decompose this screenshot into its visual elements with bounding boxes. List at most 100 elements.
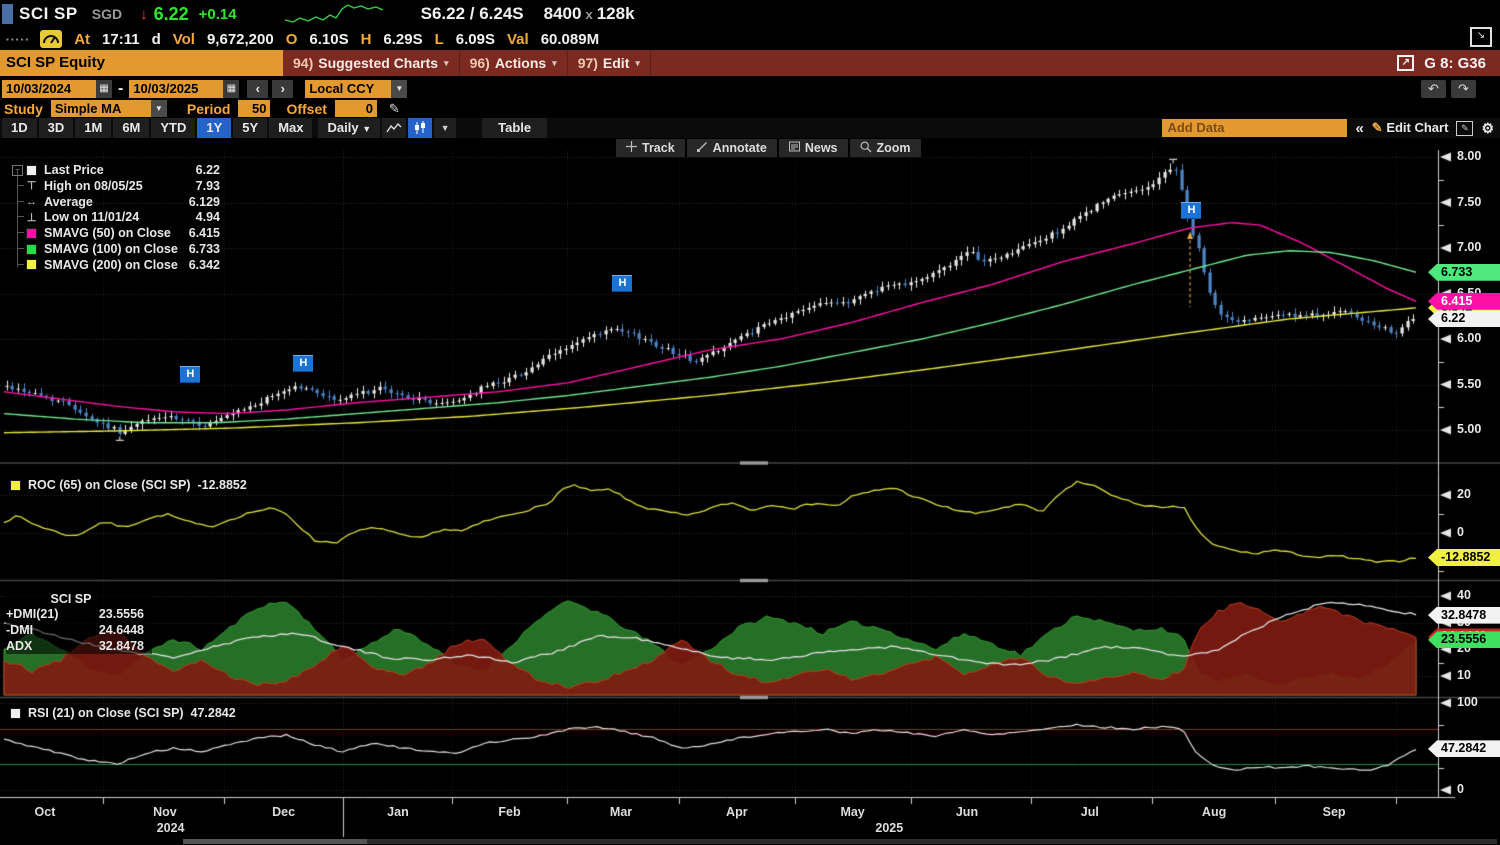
price-down-arrow-icon: ↓	[140, 5, 148, 23]
x-axis-month-may: May	[840, 805, 865, 819]
zoom-icon	[859, 140, 872, 156]
zoom-button[interactable]: Zoom	[849, 139, 921, 157]
green-square-swatch	[26, 243, 37, 255]
chevron-down-icon[interactable]: ▼	[391, 79, 408, 98]
line-chart-type-button[interactable]	[382, 118, 407, 138]
roc-axis-label-0: 0	[1457, 525, 1464, 539]
quote-time: 17:11	[102, 30, 140, 48]
x-axis-month-aug: Aug	[1201, 805, 1227, 819]
legend-row-smavg-50-on-close[interactable]: SMAVG (50) on Close 6.415	[26, 226, 220, 240]
legend-tree-stub	[17, 248, 24, 249]
legend-row-average[interactable]: ↔ Average 6.129	[26, 194, 220, 209]
screen-cursor-icon[interactable]: ↘	[1470, 27, 1492, 47]
collapse-panel-icon[interactable]: «	[1355, 119, 1364, 137]
open-label: O	[285, 30, 298, 48]
date-separator: -	[118, 79, 124, 97]
dmi-legend[interactable]: SCI SP +DMI(21) 23.5556 -DMI 24.6448 ADX 32.84…	[6, 592, 152, 654]
offset-input[interactable]: 0	[334, 100, 377, 117]
menu-suggested-charts[interactable]: 94) Suggested Charts ▾	[283, 50, 460, 76]
chevron-down-icon[interactable]: ▼	[150, 100, 167, 117]
table-button[interactable]: Table	[482, 118, 548, 138]
drag-dots-icon[interactable]: ▪▪▪▪▪	[6, 34, 31, 44]
range-tab-1y[interactable]: 1Y	[197, 118, 232, 138]
date-to-input[interactable]: 10/03/2025	[129, 79, 224, 98]
main-axis-label-7.50: 7.50	[1457, 194, 1482, 209]
range-tab-max[interactable]: Max	[269, 118, 313, 138]
edit-chart-button[interactable]: ✎ Edit Chart	[1371, 120, 1449, 135]
range-tab-ytd[interactable]: YTD	[151, 118, 196, 138]
val-value: 60.089M	[540, 30, 600, 48]
quote-size-right: 128k	[596, 4, 635, 23]
legend-collapse-box[interactable]: −	[12, 165, 23, 176]
news-event-marker[interactable]: H	[1181, 202, 1202, 220]
frequency-select[interactable]: Daily ▼	[318, 118, 381, 138]
next-period-button[interactable]: ›	[272, 79, 294, 98]
candle-chart-type-button[interactable]	[408, 118, 433, 138]
range-tab-6m[interactable]: 6M	[113, 118, 150, 138]
legend-row-smavg-200-on-close[interactable]: SMAVG (200) on Close 6.342	[26, 258, 220, 272]
open-value: 6.10S	[309, 30, 349, 48]
dmi-axis-badge-23.5556: 23.5556	[1428, 631, 1500, 649]
chart-toolbar: Track Annotate News Zoom	[616, 139, 921, 157]
edit-study-pencil-icon[interactable]: ✎	[388, 100, 400, 116]
x-axis-year-2024: 2024	[156, 821, 185, 835]
news-event-marker[interactable]: H	[612, 275, 633, 293]
legend-row-high-on-08-05-25[interactable]: ⊤ High on 08/05/25 7.93	[26, 178, 220, 193]
add-data-input[interactable]: Add Data	[1162, 119, 1348, 137]
calendar-icon[interactable]: ▦	[223, 79, 240, 98]
dmi-legend-row: +DMI(21) 23.5556	[6, 607, 144, 621]
ticker-color-square	[2, 4, 13, 24]
undo-button[interactable]: ↶	[1421, 79, 1446, 98]
offset-label: Offset	[286, 100, 327, 117]
prev-period-button[interactable]: ‹	[247, 79, 269, 98]
range-tab-5y[interactable]: 5Y	[233, 118, 268, 138]
annotate-button[interactable]: Annotate	[686, 139, 777, 157]
main-axis-label-6.00: 6.00	[1457, 331, 1482, 345]
gear-icon[interactable]: ⚙	[1481, 119, 1494, 136]
currency-select[interactable]: Local CCY	[305, 79, 392, 98]
legend-tree-stub	[17, 263, 24, 265]
legend-row-last-price[interactable]: Last Price 6.22	[26, 163, 220, 177]
export-icon[interactable]: ↗	[1397, 55, 1415, 71]
range-tab-1d[interactable]: 1D	[2, 118, 37, 138]
news-event-marker[interactable]: H	[180, 366, 201, 384]
chart-type-dropdown[interactable]: ▼	[434, 118, 457, 138]
session-flag: d	[151, 30, 161, 48]
page-indicator: ↗ G 8: G36	[1397, 50, 1500, 76]
rsi-legend[interactable]: RSI (21) on Close (SCI SP) 47.2842	[10, 706, 236, 720]
period-input[interactable]: 50	[238, 100, 271, 117]
average-marker-icon: ↔	[26, 195, 37, 208]
study-select[interactable]: Simple MA	[50, 100, 151, 117]
at-label: At	[74, 30, 91, 48]
menu-actions[interactable]: 96) Actions ▾	[460, 50, 568, 76]
quote-size-x: x	[585, 6, 593, 22]
x-axis-month-apr: Apr	[726, 805, 748, 819]
bottom-scrollbar-thumb[interactable]	[183, 839, 367, 844]
legend-tree-stub	[17, 232, 24, 234]
low-marker-icon: ⊥	[26, 211, 37, 224]
bid-ask-quote: S6.22 / 6.24S	[420, 4, 524, 23]
security-input[interactable]: SCI SP Equity	[0, 50, 283, 76]
legend-row-low-on-11-01-24[interactable]: ⊥ Low on 11/01/24 4.94	[26, 210, 220, 225]
roc-legend[interactable]: ROC (65) on Close (SCI SP) -12.8852	[10, 478, 247, 492]
menu-edit[interactable]: 97) Edit ▾	[568, 50, 651, 76]
range-tab-1m[interactable]: 1M	[75, 118, 112, 138]
yellow-square-swatch	[10, 479, 21, 491]
crosshair-icon	[626, 141, 637, 155]
date-from-input[interactable]: 10/03/2024	[2, 79, 96, 98]
high-value: 6.29S	[383, 30, 423, 48]
legend-row-smavg-100-on-close[interactable]: SMAVG (100) on Close 6.733	[26, 242, 220, 256]
dmi-legend-row: ADX 32.8478	[6, 639, 144, 653]
track-button[interactable]: Track	[616, 139, 685, 157]
range-tab-3d[interactable]: 3D	[38, 118, 74, 138]
news-event-marker[interactable]: H	[293, 355, 314, 373]
news-button[interactable]: News	[778, 139, 848, 157]
delayed-gauge-icon	[40, 30, 63, 48]
calendar-icon[interactable]: ▦	[96, 79, 112, 98]
main-axis-badge-6.22: 6.22	[1428, 310, 1500, 328]
redo-button[interactable]: ↷	[1451, 79, 1476, 98]
chart-settings-icon[interactable]: ✎	[1456, 120, 1474, 136]
legend-tree-stub	[17, 184, 24, 186]
bottom-scrollbar-track[interactable]	[183, 839, 1497, 844]
white-square-swatch	[26, 164, 37, 176]
